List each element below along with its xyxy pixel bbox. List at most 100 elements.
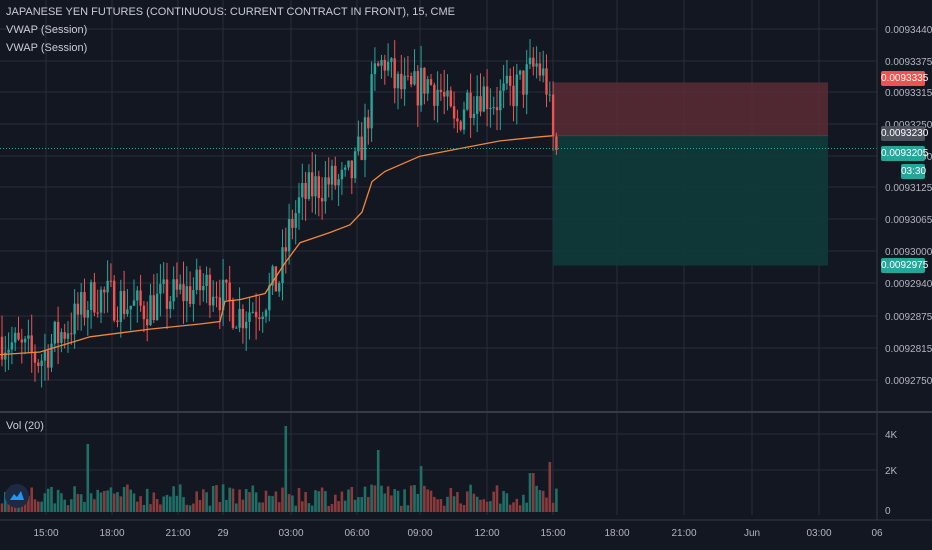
volume-bar — [96, 489, 99, 512]
volume-bar — [155, 499, 159, 512]
time-tick-label: 03:00 — [806, 528, 831, 539]
candle-body — [304, 182, 307, 199]
volume-bar — [357, 497, 360, 512]
candle-body — [400, 73, 403, 90]
tradingview-logo-icon[interactable] — [5, 484, 29, 508]
time-tick-label: Jun — [744, 528, 760, 539]
candle-body — [353, 151, 357, 179]
candle-body — [515, 74, 518, 107]
time-tick-label: 03:00 — [278, 528, 303, 539]
volume-bar — [53, 503, 57, 512]
volume-bar — [231, 488, 235, 512]
candle-body — [545, 68, 548, 95]
volume-tick-label: 0 — [885, 506, 891, 517]
volume-bar — [63, 499, 66, 512]
candle-body — [40, 360, 43, 367]
tradingview-logo-glyph — [10, 491, 24, 500]
candles — [0, 39, 558, 388]
candle-body — [80, 292, 83, 315]
volume-bar — [70, 499, 73, 512]
volume-bar — [310, 505, 314, 512]
candle-body — [489, 107, 492, 110]
candle-body — [294, 213, 297, 228]
volume-bar — [545, 497, 548, 512]
candle-body — [472, 113, 476, 118]
last-price-badge: 0.0093205 — [881, 146, 929, 161]
candle-body — [221, 279, 225, 311]
volume-bar — [221, 484, 225, 512]
candle-body — [152, 295, 155, 321]
candle-body — [172, 279, 175, 302]
candle-body — [76, 303, 80, 315]
volume-bar — [469, 484, 472, 512]
volume-bar — [475, 496, 479, 512]
take-profit-zone[interactable] — [553, 135, 828, 266]
volume-bar — [211, 485, 215, 512]
volume-bar — [116, 492, 119, 512]
candle-body — [103, 289, 106, 293]
volume-bar — [446, 496, 449, 512]
vwap-line — [0, 135, 553, 356]
volume-bar — [106, 490, 109, 512]
candle-body — [231, 300, 235, 328]
volume-bar — [258, 502, 261, 512]
time-tick-label: 18:00 — [604, 528, 629, 539]
stop-loss-zone[interactable] — [553, 82, 828, 136]
volume-axis[interactable]: 4K 2K 0 — [885, 430, 898, 517]
candle-body — [155, 293, 159, 321]
indicator-label-vwap-1[interactable]: VWAP (Session) — [6, 24, 88, 36]
volume-bar — [433, 496, 436, 512]
volume-bar — [228, 487, 231, 512]
candle-body — [212, 296, 215, 306]
candle-body — [535, 63, 538, 67]
candle-body — [264, 310, 268, 317]
candle-body — [502, 83, 505, 91]
candle-body — [367, 117, 370, 129]
candle-body — [495, 107, 499, 111]
volume-bar — [33, 499, 37, 512]
candle-body — [429, 79, 433, 85]
price-tick-label: 0.0093125 — [885, 183, 932, 194]
time-axis[interactable]: 15:00 18:00 21:00 29 03:00 06:00 09:00 12:00 15:… — [33, 528, 883, 539]
price-tick-label: 0.0093375 — [885, 57, 932, 68]
candle-body — [195, 269, 198, 291]
volume-bar — [139, 496, 142, 512]
volume-bar — [241, 499, 245, 512]
candle-body — [317, 176, 320, 199]
volume-bar — [287, 494, 291, 512]
candle-body — [518, 70, 522, 75]
volume-bar — [393, 489, 396, 512]
volume-bar — [327, 505, 330, 512]
candle-body — [327, 177, 330, 185]
candle-body — [466, 92, 469, 110]
volume-bar — [459, 503, 462, 512]
candle-body — [175, 279, 179, 290]
candle-body — [251, 311, 254, 313]
volume-bar — [73, 486, 76, 512]
volume-label[interactable]: Vol (20) — [6, 420, 44, 432]
candle-body — [284, 247, 287, 252]
time-tick-label: 21:00 — [671, 528, 696, 539]
candle-body — [393, 58, 396, 89]
volume-bar — [492, 491, 495, 512]
volume-bar — [66, 505, 70, 512]
volume-bar — [390, 495, 393, 512]
volume-bar — [251, 485, 255, 512]
volume-bar — [403, 489, 406, 512]
time-tick-label: 15:00 — [540, 528, 565, 539]
volume-bar — [185, 504, 189, 512]
candle-body — [261, 316, 264, 320]
candle-body — [439, 89, 443, 93]
volume-bar — [4, 492, 7, 512]
indicator-label-vwap-2[interactable]: VWAP (Session) — [6, 42, 88, 54]
candle-body — [225, 279, 228, 283]
candle-body — [66, 333, 70, 339]
volume-bar — [324, 491, 327, 512]
price-tick-label: 0.0092940 — [885, 279, 932, 290]
volume-bar — [109, 487, 113, 512]
candle-body — [413, 71, 416, 85]
volume-bar — [136, 501, 139, 512]
volume-bar — [479, 499, 482, 512]
candle-body — [538, 63, 542, 76]
